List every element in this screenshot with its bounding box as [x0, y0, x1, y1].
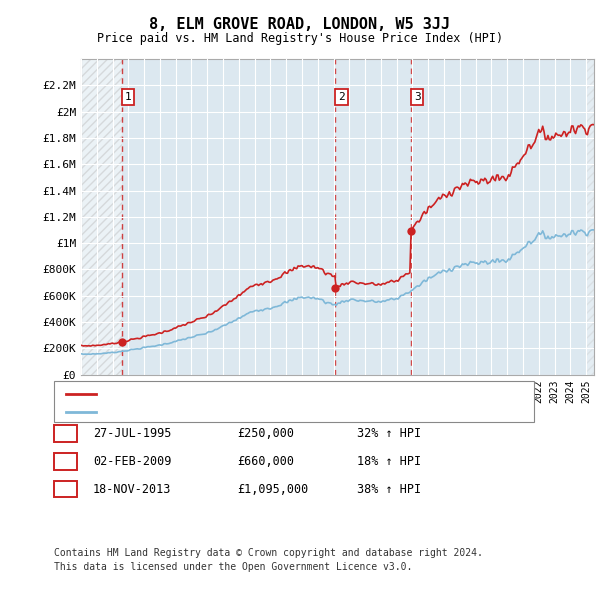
Text: 27-JUL-1995: 27-JUL-1995 — [93, 427, 172, 440]
Text: 38% ↑ HPI: 38% ↑ HPI — [357, 483, 421, 496]
Text: This data is licensed under the Open Government Licence v3.0.: This data is licensed under the Open Gov… — [54, 562, 412, 572]
Text: 3: 3 — [62, 483, 69, 496]
Text: 02-FEB-2009: 02-FEB-2009 — [93, 455, 172, 468]
Text: 8, ELM GROVE ROAD, LONDON, W5 3JJ: 8, ELM GROVE ROAD, LONDON, W5 3JJ — [149, 17, 451, 31]
Text: £250,000: £250,000 — [237, 427, 294, 440]
Text: 18% ↑ HPI: 18% ↑ HPI — [357, 455, 421, 468]
Text: £1,095,000: £1,095,000 — [237, 483, 308, 496]
Text: 3: 3 — [414, 92, 421, 102]
Text: 2: 2 — [338, 92, 345, 102]
Text: 1: 1 — [62, 427, 69, 440]
Text: Contains HM Land Registry data © Crown copyright and database right 2024.: Contains HM Land Registry data © Crown c… — [54, 548, 483, 558]
Text: 1: 1 — [125, 92, 131, 102]
Text: 32% ↑ HPI: 32% ↑ HPI — [357, 427, 421, 440]
Text: Price paid vs. HM Land Registry's House Price Index (HPI): Price paid vs. HM Land Registry's House … — [97, 32, 503, 45]
Text: HPI: Average price, detached house, Ealing: HPI: Average price, detached house, Eali… — [102, 407, 386, 417]
Text: 2: 2 — [62, 455, 69, 468]
Text: £660,000: £660,000 — [237, 455, 294, 468]
Text: 8, ELM GROVE ROAD, LONDON, W5 3JJ (detached house): 8, ELM GROVE ROAD, LONDON, W5 3JJ (detac… — [102, 389, 439, 399]
Text: 18-NOV-2013: 18-NOV-2013 — [93, 483, 172, 496]
